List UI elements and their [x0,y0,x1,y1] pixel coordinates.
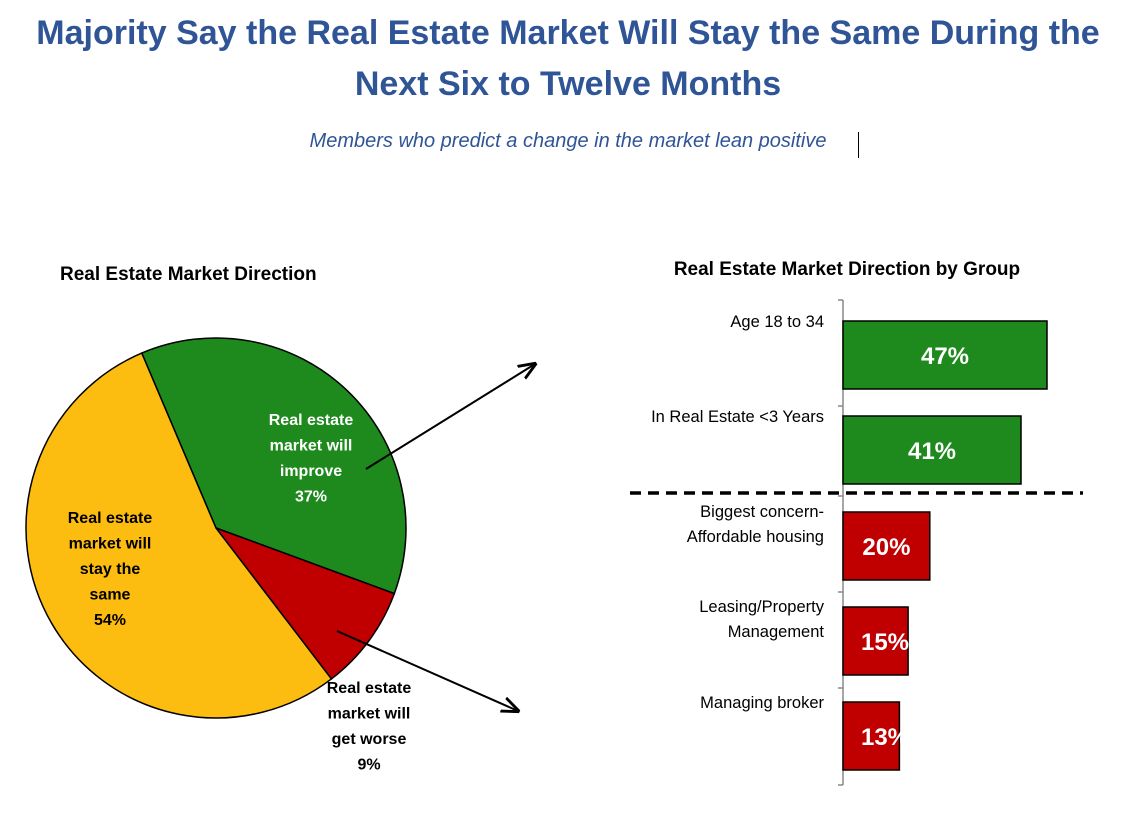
bar [842,511,931,581]
bar-category-label: Age 18 to 34 [730,313,824,331]
pie-slice-label: Real estate market will stay the same 54% [68,510,153,629]
pie-slice-label: Real estate market will improve 37% [269,412,354,506]
page-title: Majority Say the Real Estate Market Will… [36,14,1100,103]
pie-slice [25,352,333,719]
worse-arrow [336,630,518,711]
pie-chart: Real estate market will improve 37% Real est… [25,337,412,774]
bar-category-label: Managing broker [700,694,824,712]
bar-value-label: 15% [861,629,909,656]
bar [842,320,1048,390]
bar-chart: 47% Age 18 to 34 41% In Real Estate <3 Year… [630,299,1083,786]
bar-value-label: 41% [908,438,956,465]
pie-slice [140,337,407,595]
bar [842,606,909,676]
pie-slice [213,526,396,680]
bar-chart-title: Real Estate Market Direction by Group [674,259,1020,280]
bar-value-label: 47% [921,343,969,370]
bar-category-label: Leasing/Property Management [699,598,824,641]
bar-value-label: 20% [862,534,910,561]
bar-value-label: 13% [861,724,909,751]
bar [842,415,1022,485]
improve-arrow [365,364,535,470]
bar-category-label: In Real Estate <3 Years [651,408,824,426]
page-subtitle: Members who predict a change in the mark… [309,130,827,152]
pie-chart-title: Real Estate Market Direction [60,264,317,285]
bar-category-label: Biggest concern-Affordable housing [687,503,824,546]
pie-slice-label: Real estate market will get worse 9% [327,680,412,774]
text-cursor [858,132,859,158]
bar [842,701,901,771]
